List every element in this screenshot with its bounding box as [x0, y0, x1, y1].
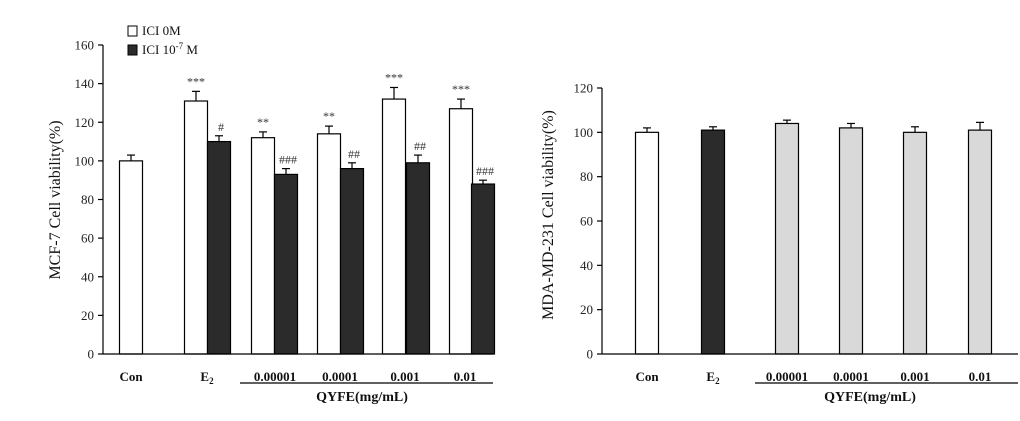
bar-cell-viability — [838, 127, 864, 355]
y-tick-label: 40 — [580, 258, 593, 273]
y-tick-label: 20 — [580, 302, 593, 317]
bar-cell-viability — [700, 129, 726, 355]
bar-cell-viability — [774, 122, 800, 355]
legend-swatch-ici — [127, 44, 138, 56]
legend-swatch-base — [127, 25, 138, 37]
y-tick-label: 120 — [574, 81, 594, 96]
x-tick-label: Con — [635, 369, 659, 384]
y-axis-label: MCF-7 Cell viability(%) — [47, 120, 64, 279]
significance-label: ### — [279, 153, 297, 167]
significance-label: *** — [187, 74, 205, 88]
bar-ici-10-7m — [405, 162, 431, 355]
bar-ici-10-7m — [339, 168, 365, 355]
x-tick-label: 0.001 — [390, 369, 419, 384]
y-tick-label: 140 — [75, 76, 95, 91]
mda-chart: MDA-MD-231 Cell viability(%) 0 20 40 60 80 10… — [540, 81, 1018, 405]
y-tick-label: 0 — [88, 347, 95, 362]
significance-label: ## — [348, 147, 360, 161]
y-axis-label: MDA-MD-231 Cell viability(%) — [540, 110, 557, 320]
x-tick-label: 0.001 — [900, 369, 929, 384]
group-label: QYFE(mg/mL) — [316, 390, 408, 405]
legend: ICI 0M ICI 10-7 M — [127, 23, 198, 57]
significance-label: ** — [257, 115, 269, 129]
y-tick-label: 60 — [580, 214, 593, 229]
legend-label-base: ICI 0M — [142, 23, 181, 38]
bar-ici-10-7m — [470, 183, 496, 355]
x-tick-label: 0.00001 — [766, 369, 808, 384]
significance-label: *** — [452, 82, 470, 96]
bar-cell-viability — [902, 131, 928, 355]
group-label: QYFE(mg/mL) — [824, 390, 916, 405]
x-tick-label: E2 — [706, 369, 720, 386]
significance-label: *** — [385, 70, 403, 84]
significance-label: ## — [414, 139, 426, 153]
significance-label: # — [218, 120, 224, 134]
y-tick-label: 40 — [81, 269, 94, 284]
bar-ici-0m — [316, 133, 342, 355]
bar-cell-viability — [634, 131, 660, 355]
y-tick-label: 0 — [587, 347, 594, 362]
y-tick-label: 120 — [75, 115, 95, 130]
legend-label-ici: ICI 10-7 M — [142, 41, 198, 57]
x-tick-label: 0.01 — [454, 369, 477, 384]
x-tick-label: 0.0001 — [322, 369, 358, 384]
x-tick-label: 0.00001 — [254, 369, 296, 384]
bar-cell-viability — [967, 129, 993, 355]
x-tick-label: E2 — [200, 369, 214, 386]
x-tick-label: Con — [119, 369, 143, 384]
x-tick-label: 0.01 — [969, 369, 992, 384]
y-tick-label: 80 — [580, 169, 593, 184]
bar-ici-10-7m — [206, 140, 232, 355]
y-tick-label: 160 — [75, 38, 95, 53]
x-tick-label: 0.0001 — [833, 369, 869, 384]
y-tick-label: 80 — [81, 192, 94, 207]
bar-ici-0m — [250, 137, 276, 355]
y-tick-label: 20 — [81, 308, 94, 323]
y-tick-label: 60 — [81, 231, 94, 246]
significance-label: ### — [476, 164, 494, 178]
bar-ici-0m — [183, 100, 209, 355]
y-tick-label: 100 — [574, 125, 594, 140]
mcf7-chart: MCF-7 Cell viability(%) 0 20 40 60 80 100 120 1… — [47, 23, 496, 405]
y-tick-label: 100 — [75, 153, 95, 168]
bar-ici-0m — [118, 160, 144, 355]
bar-ici-0m — [448, 108, 474, 355]
bar-ici-10-7m — [273, 173, 299, 355]
significance-label: ** — [323, 109, 335, 123]
bar-ici-0m — [381, 98, 407, 355]
